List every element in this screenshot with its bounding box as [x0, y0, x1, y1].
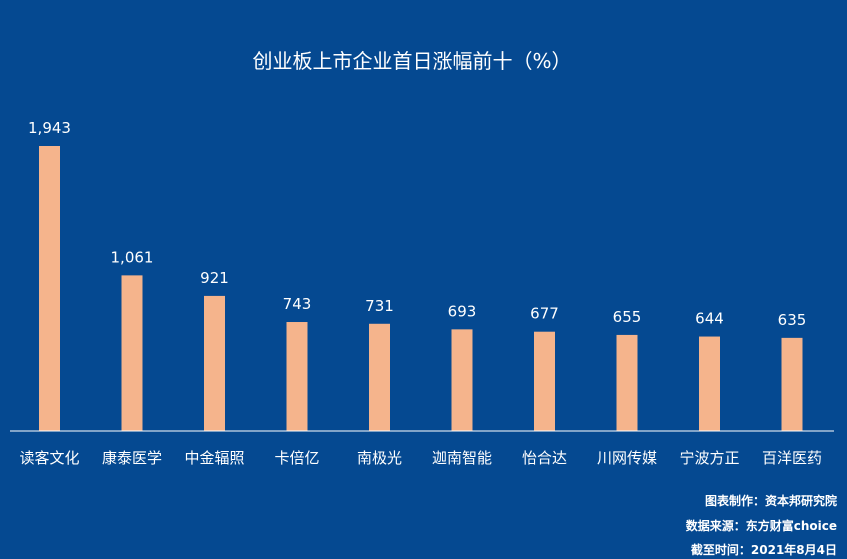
value-label-2: 1,061 [111, 248, 154, 266]
bar-6 [451, 329, 473, 431]
value-label-5: 731 [365, 297, 394, 315]
value-label-9: 644 [695, 310, 724, 328]
value-label-3: 921 [200, 269, 229, 287]
bar-8 [616, 334, 638, 431]
value-label-4: 743 [283, 295, 312, 313]
bar-3 [204, 295, 225, 431]
bar-2 [121, 275, 143, 431]
category-labels-group: 读客文化 康泰医学 中金辐照 卡倍亿 南极光 迦南智能 怡合达 川网传媒 宁波方正 百洋医药 [19, 449, 822, 467]
value-label-7: 677 [530, 305, 559, 323]
category-label-4: 卡倍亿 [274, 449, 319, 467]
bar-5 [369, 323, 390, 431]
category-label-2: 康泰医学 [102, 449, 162, 467]
category-label-6: 迦南智能 [432, 449, 492, 467]
category-label-8: 川网传媒 [597, 449, 657, 467]
footnote-source: 数据来源：东方财富choice [685, 519, 837, 533]
value-label-8: 655 [613, 308, 642, 326]
bar-7 [534, 331, 555, 431]
category-label-1: 读客文化 [19, 449, 79, 467]
value-label-6: 693 [448, 302, 477, 320]
bar-4 [286, 322, 308, 431]
category-label-10: 百洋医药 [762, 449, 822, 467]
category-label-9: 宁波方正 [679, 449, 739, 467]
value-label-10: 635 [778, 311, 807, 329]
footnote-date: 截至时间：2021年8月4日 [690, 543, 837, 557]
value-label-1: 1,943 [28, 119, 71, 137]
category-label-3: 中金辐照 [184, 449, 244, 467]
bar-10 [781, 337, 803, 431]
category-label-5: 南极光 [357, 449, 402, 467]
category-label-7: 怡合达 [522, 449, 567, 467]
bar-9 [699, 336, 720, 431]
bar-1 [39, 146, 60, 431]
footnote-maker: 图表制作：资本邦研究院 [704, 494, 837, 508]
bars-group: 1,943 1,061 921 743 731 693 677 655 644 635 [28, 119, 806, 431]
chart-title: 创业板上市企业首日涨幅前十（%） [252, 49, 571, 73]
